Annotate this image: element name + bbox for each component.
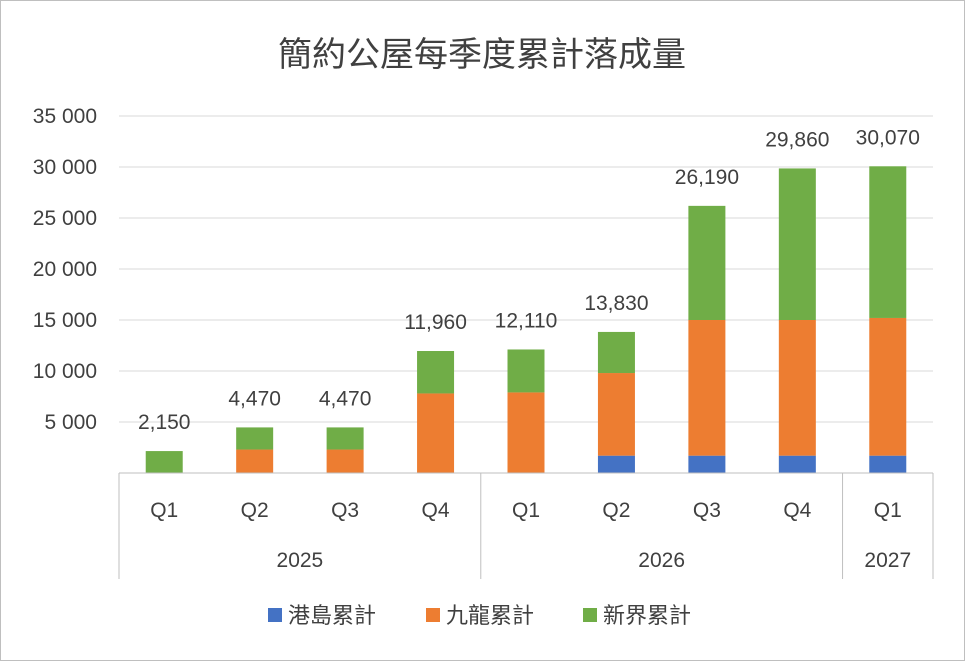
bar-segment-1 bbox=[869, 455, 907, 473]
y-tick-label: 30 000 bbox=[33, 156, 97, 179]
x-axis: Q1 Q2 Q3 Q4 Q1 Q2 Q3 Q4 Q1 2025 2026 2027 bbox=[118, 472, 934, 579]
total-label: 12,110 bbox=[495, 309, 558, 332]
bar-segment-2 bbox=[507, 392, 545, 473]
bar-segment-2 bbox=[417, 393, 455, 473]
x-tick-quarter: Q4 bbox=[783, 499, 811, 522]
legend-item-1[interactable]: 港島累計 bbox=[268, 604, 376, 629]
y-tick-label: 20 000 bbox=[33, 258, 97, 281]
bar-segment-2 bbox=[778, 320, 816, 456]
legend-label: 新界累計 bbox=[603, 604, 691, 629]
total-label: 2,150 bbox=[138, 411, 191, 434]
bar-segment-2 bbox=[326, 449, 364, 473]
legend[interactable]: 港島累計 九龍累計 新界累計 bbox=[268, 604, 691, 629]
total-label: 4,470 bbox=[319, 387, 372, 410]
bar-segment-2 bbox=[236, 449, 274, 473]
gridlines bbox=[119, 115, 933, 423]
x-tick-year: 2025 bbox=[277, 549, 324, 572]
y-axis-tick-labels: 5 000 10 000 15 000 20 000 25 000 30 000 35 00… bbox=[33, 105, 97, 434]
total-label: 4,470 bbox=[228, 387, 281, 410]
x-tick-quarter: Q1 bbox=[150, 499, 178, 522]
legend-swatch bbox=[268, 608, 282, 622]
y-tick-label: 5 000 bbox=[44, 411, 97, 434]
bar-segment-3 bbox=[417, 351, 455, 394]
bar-segment-3 bbox=[507, 349, 545, 393]
legend-label: 九龍累計 bbox=[446, 604, 534, 629]
x-tick-quarter: Q1 bbox=[874, 499, 902, 522]
legend-swatch bbox=[426, 608, 440, 622]
bar-segment-3 bbox=[688, 205, 726, 320]
bar-segment-3 bbox=[326, 427, 364, 450]
bar-segment-1 bbox=[688, 455, 726, 473]
bar-segment-2 bbox=[688, 320, 726, 456]
total-label: 30,070 bbox=[856, 126, 920, 149]
legend-item-2[interactable]: 九龍累計 bbox=[426, 604, 534, 629]
bars bbox=[145, 166, 907, 473]
x-tick-quarter: Q3 bbox=[693, 499, 721, 522]
bar-segment-3 bbox=[869, 166, 907, 318]
bar-segment-2 bbox=[869, 317, 907, 456]
chart-title: 簡約公屋每季度累計落成量 bbox=[278, 35, 686, 75]
total-label: 13,830 bbox=[584, 292, 648, 315]
x-tick-quarter: Q3 bbox=[331, 499, 359, 522]
bar-segment-3 bbox=[236, 427, 274, 450]
y-tick-label: 35 000 bbox=[33, 105, 97, 128]
bar-segment-3 bbox=[145, 451, 183, 473]
x-tick-quarter: Q4 bbox=[422, 499, 450, 522]
total-label: 26,190 bbox=[675, 166, 739, 189]
total-label: 29,860 bbox=[765, 128, 829, 151]
y-tick-label: 25 000 bbox=[33, 207, 97, 230]
y-tick-label: 15 000 bbox=[33, 309, 97, 332]
x-tick-year: 2027 bbox=[864, 549, 911, 572]
total-data-labels: 2,150 4,470 4,470 11,960 12,110 13,830 26,190 2… bbox=[138, 126, 920, 434]
total-label: 11,960 bbox=[404, 311, 467, 334]
bar-segment-2 bbox=[597, 373, 635, 456]
y-tick-label: 10 000 bbox=[33, 360, 97, 383]
bar-segment-3 bbox=[778, 168, 816, 320]
bar-segment-3 bbox=[597, 331, 635, 374]
legend-item-3[interactable]: 新界累計 bbox=[583, 604, 691, 629]
legend-swatch bbox=[583, 608, 597, 622]
bar-segment-1 bbox=[597, 455, 635, 473]
x-tick-quarter: Q2 bbox=[241, 499, 269, 522]
bar-segment-1 bbox=[778, 455, 816, 473]
x-tick-quarter: Q1 bbox=[512, 499, 540, 522]
x-tick-quarter: Q2 bbox=[602, 499, 630, 522]
x-tick-year: 2026 bbox=[638, 549, 685, 572]
legend-label: 港島累計 bbox=[288, 604, 376, 629]
